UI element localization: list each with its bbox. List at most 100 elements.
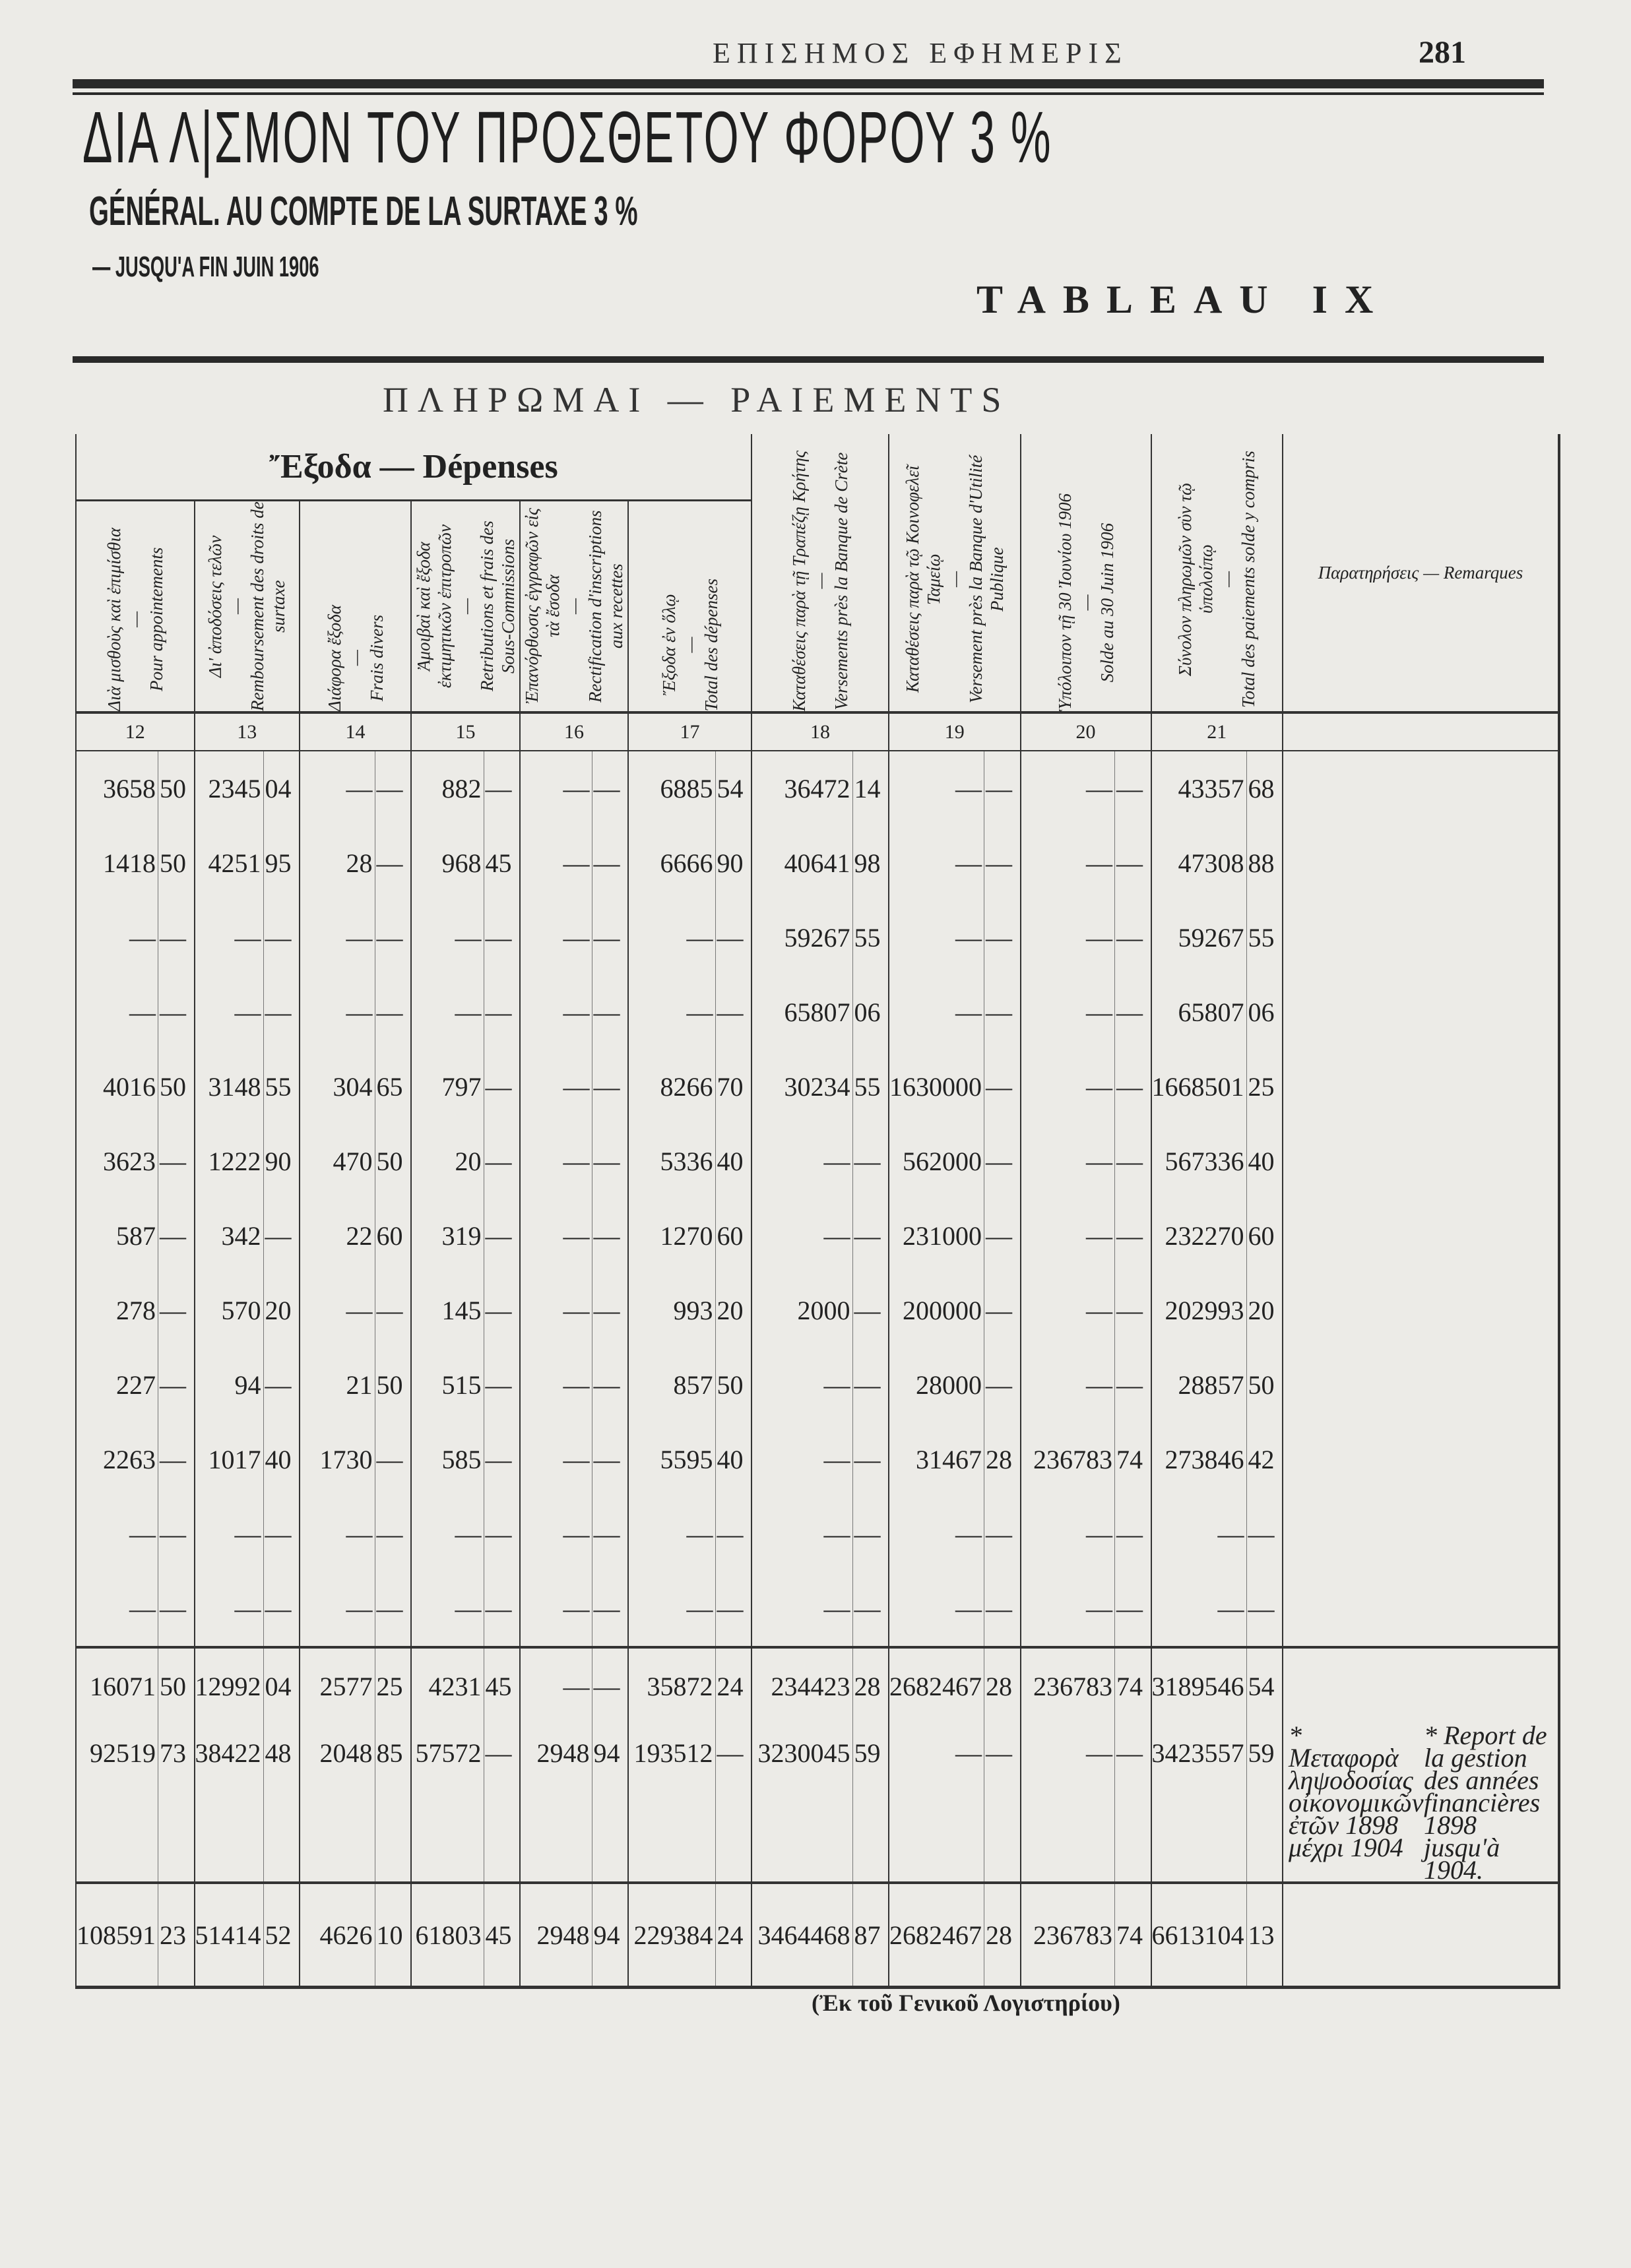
amount-integer: 3189546	[1150, 1646, 1246, 1724]
amount-cents: 45	[483, 826, 520, 900]
amount-integer: —	[410, 900, 484, 975]
remarks-cell	[1282, 900, 1560, 975]
amount-integer: 5595	[627, 1422, 715, 1497]
column-header-15: Ἀμοιβαὶ καὶ ἔξοδα ἐκτιμητικῶν ἐπιτροπῶν …	[410, 500, 520, 712]
amount-integer: —	[888, 1724, 984, 1883]
column-number: 16	[519, 711, 628, 751]
amount-integer: —	[751, 1348, 852, 1422]
amount-cents: 04	[263, 751, 300, 826]
column-number-row: 12 13 14 15 16 17 18 19 20 21	[75, 711, 1560, 751]
amount-cents: 55	[263, 1050, 300, 1124]
amount-cents: —	[263, 1348, 300, 1422]
report-remark-french: * Report de la gestion des années financ…	[1424, 1720, 1547, 1885]
amount-cents: —	[374, 975, 411, 1050]
amount-integer: 993	[627, 1273, 715, 1348]
report-remark: * Μεταφορὰ ληψοδοσίας οἰκονομικῶν ἐτῶν 1…	[1289, 1720, 1552, 1885]
amount-integer: —	[888, 1571, 984, 1647]
amount-cents: —	[374, 751, 411, 826]
column-header-label: Δι' ἀποδόσεις τελῶν — Remboursement des …	[205, 501, 289, 711]
amount-cents: —	[984, 751, 1021, 826]
amount-cents: 50	[158, 751, 195, 826]
column-header-17: Ἔξοδα ἐν ὅλῳ — Total des dépenses	[627, 500, 752, 712]
running-head: ΕΠΙΣΗΜΟΣ ΕΦΗΜΕΡΙΣ	[713, 37, 1128, 69]
column-header-label: Καταθέσεις παρὰ τῷ Κοινοφελεῖ Ταμείῳ — V…	[902, 455, 1007, 704]
amount-integer: —	[75, 900, 158, 975]
amount-integer: 319	[410, 1199, 484, 1273]
amount-integer: 35872	[627, 1646, 715, 1724]
amount-cents: 65	[374, 1050, 411, 1124]
amount-cents: —	[591, 826, 628, 900]
amount-integer: 231000	[888, 1199, 984, 1273]
amount-integer: —	[1019, 1050, 1115, 1124]
amount-cents: —	[984, 1199, 1021, 1273]
column-header-label: Σύνολον πληρωμῶν σὺν τῷ ὑπολοίπῳ — Total…	[1175, 451, 1259, 708]
amount-cents: —	[591, 751, 628, 826]
amount-cents: —	[374, 1497, 411, 1571]
amount-integer: 4251	[193, 826, 263, 900]
amount-integer: 227	[75, 1348, 158, 1422]
amount-cents: —	[984, 1724, 1021, 1883]
column-number: 21	[1150, 711, 1283, 751]
amount-integer: —	[193, 1571, 263, 1647]
amount-integer: 20	[410, 1124, 484, 1199]
total-row: 108591 23 51414 52 4626 10 61803 45 2948 94 229384…	[75, 1881, 1560, 1989]
amount-cents: —	[158, 975, 195, 1050]
column-header-14: Διάφορα ἔξοδα — Frais divers	[299, 500, 411, 712]
amount-cents: —	[1114, 1124, 1151, 1199]
amount-integer: 12992	[193, 1646, 263, 1724]
remarks-header: Παρατηρήσεις — Remarques	[1282, 434, 1560, 712]
amount-integer: 2345	[193, 751, 263, 826]
amount-integer: 6885	[627, 751, 715, 826]
amount-cents: —	[1114, 1348, 1151, 1422]
amount-integer: —	[751, 1199, 852, 1273]
amount-cents: —	[483, 900, 520, 975]
amount-integer: 47308	[1150, 826, 1246, 900]
amount-integer: 36472	[751, 751, 852, 826]
amount-cents: 94	[591, 1724, 628, 1883]
amount-integer: 22	[299, 1199, 375, 1273]
column-header-13: Δι' ἀποδόσεις τελῶν — Remboursement des …	[193, 500, 300, 712]
amount-cents: —	[1114, 826, 1151, 900]
amount-integer: —	[193, 900, 263, 975]
column-header-label: Ἔξοδα ἐν ὅλῳ — Total des dépenses	[658, 578, 721, 712]
column-header-label: Ἐπανόρθωσις ἐγγραφῶν εἰς τὰ ἔσοδα — Rect…	[522, 508, 626, 705]
amount-integer: —	[519, 1050, 592, 1124]
remarks-cell	[1282, 1199, 1560, 1273]
amount-integer: 278	[75, 1273, 158, 1348]
amount-cents: —	[483, 1199, 520, 1273]
remarks-cell	[1282, 1646, 1560, 1724]
amount-integer: —	[75, 1497, 158, 1571]
column-number: 20	[1019, 711, 1151, 751]
amount-cents: 94	[591, 1881, 628, 1989]
amount-cents: 25	[374, 1646, 411, 1724]
amount-integer: 108591	[75, 1881, 158, 1989]
amount-integer: 65807	[1150, 975, 1246, 1050]
remarks-cell	[1282, 1881, 1560, 1989]
column-header-label: Ὑπόλοιπον τῇ 30 Ἰουνίου 1906 — Solde au …	[1054, 493, 1117, 711]
amount-integer: —	[1019, 975, 1115, 1050]
amount-cents: 28	[852, 1646, 889, 1724]
amount-integer: 587	[75, 1199, 158, 1273]
amount-integer: 1630000	[888, 1050, 984, 1124]
amount-integer: 304	[299, 1050, 375, 1124]
amount-cents: —	[715, 1724, 752, 1883]
amount-cents: 20	[715, 1273, 752, 1348]
amount-integer: 342	[193, 1199, 263, 1273]
amount-integer: 59267	[751, 900, 852, 975]
header-rule	[73, 79, 1544, 88]
tableau-label: TABLEAU IX	[976, 278, 1391, 321]
amount-cents: —	[984, 826, 1021, 900]
amount-cents: 55	[852, 900, 889, 975]
payments-table: Ἔξοδα — Dépenses Καταθέσεις παρὰ τῇ Τραπέ…	[75, 434, 1560, 1989]
table-row: 3658 50 2345 04— —882— — —6885 54 36472 14— — — —433…	[75, 751, 1560, 826]
amount-integer: 8266	[627, 1050, 715, 1124]
header-rule-thin	[73, 92, 1544, 95]
column-number: 13	[193, 711, 300, 751]
amount-integer: —	[1019, 1124, 1115, 1199]
amount-integer: —	[519, 900, 592, 975]
amount-integer: 51414	[193, 1881, 263, 1989]
table-row: 4016 50 3148 55 304 65 797— — —8266 70 30234 55 1630…	[75, 1050, 1560, 1124]
amount-integer: 38422	[193, 1724, 263, 1883]
amount-integer: —	[193, 975, 263, 1050]
amount-cents: —	[158, 1348, 195, 1422]
